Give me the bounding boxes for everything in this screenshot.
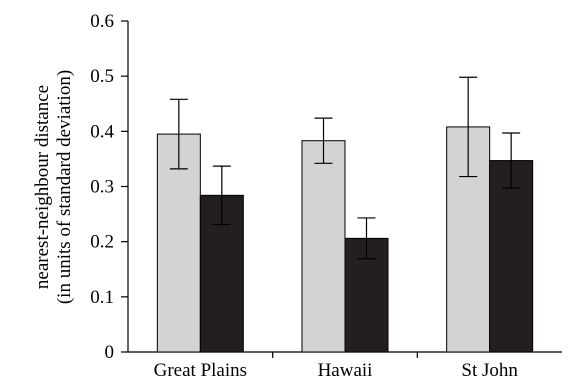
x-axis: Great Plains Hawaii St John bbox=[128, 351, 562, 381]
y-axis: 0 0.1 0.2 0.3 0.4 0.5 0.6 bbox=[90, 11, 129, 363]
bar bbox=[301, 140, 346, 353]
y-tick-label: 0.2 bbox=[90, 232, 114, 253]
y-tick-label: 0.1 bbox=[90, 287, 114, 308]
y-axis-label-line2: (in units of standard deviation) bbox=[54, 70, 75, 304]
x-category-label: St John bbox=[461, 360, 518, 381]
bar bbox=[489, 160, 534, 353]
y-tick-label: 0.5 bbox=[90, 66, 114, 87]
y-tick-label: 0 bbox=[105, 342, 115, 363]
y-tick-label: 0.6 bbox=[90, 11, 114, 32]
x-category-label: Great Plains bbox=[154, 360, 247, 381]
y-axis-label-line1: nearest-neighbour distance bbox=[32, 85, 53, 289]
y-tick-label: 0.3 bbox=[90, 177, 114, 198]
y-tick-label: 0.4 bbox=[90, 121, 114, 142]
error-bars-layer bbox=[169, 76, 521, 260]
y-axis-title: nearest-neighbour distance (in units of … bbox=[32, 70, 75, 304]
x-category-label: Hawaii bbox=[318, 360, 373, 381]
bars-layer bbox=[156, 126, 534, 353]
bar bbox=[156, 133, 201, 353]
